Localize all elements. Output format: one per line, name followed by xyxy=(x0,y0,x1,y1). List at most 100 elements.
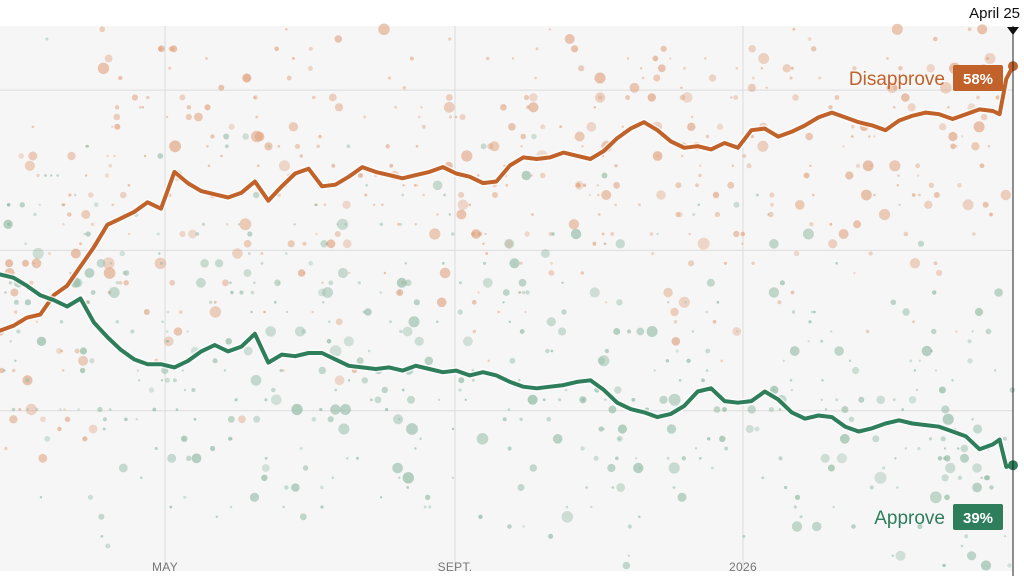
x-tick-label: 2026 xyxy=(729,560,757,574)
current-date-label: April 25 xyxy=(969,5,1020,22)
disapprove-poll-dot xyxy=(647,93,656,102)
approve-poll-dot xyxy=(561,281,564,284)
approve-poll-dot xyxy=(285,310,289,314)
approve-poll-dot xyxy=(320,240,328,248)
approve-poll-dot xyxy=(598,426,604,432)
approve-poll-dot xyxy=(827,464,835,472)
approve-poll-dot xyxy=(327,416,334,423)
disapprove-poll-dot xyxy=(972,232,976,236)
approve-poll-dot xyxy=(108,408,112,411)
approve-poll-dot xyxy=(710,466,714,470)
disapprove-poll-dot xyxy=(571,45,579,53)
approve-poll-dot xyxy=(44,174,47,177)
disapprove-poll-dot xyxy=(518,291,522,294)
disapprove-poll-dot xyxy=(264,142,273,151)
approve-poll-dot xyxy=(622,561,631,570)
approve-poll-dot xyxy=(299,447,303,450)
disapprove-poll-dot xyxy=(834,95,840,100)
disapprove-poll-dot xyxy=(5,259,14,268)
approve-poll-dot xyxy=(546,416,552,422)
approve-poll-dot xyxy=(521,170,531,181)
approve-poll-dot xyxy=(754,426,760,432)
approve-poll-dot xyxy=(165,330,169,333)
approve-poll-dot xyxy=(909,359,913,363)
approve-poll-dot xyxy=(944,455,951,462)
approve-poll-dot xyxy=(581,398,585,402)
approve-poll-dot xyxy=(401,388,405,392)
disapprove-poll-dot xyxy=(805,132,813,141)
approve-poll-dot xyxy=(876,395,885,405)
disapprove-poll-dot xyxy=(31,258,42,269)
disapprove-poll-dot xyxy=(64,416,71,423)
approve-poll-dot xyxy=(451,232,455,236)
approve-poll-dot xyxy=(61,203,64,206)
x-axis-ticks: MAY SEPT. 2026 xyxy=(152,560,757,574)
disapprove-poll-dot xyxy=(436,297,447,308)
approve-poll-dot xyxy=(607,463,616,473)
disapprove-poll-dot xyxy=(652,55,659,62)
disapprove-poll-dot xyxy=(873,193,876,197)
disapprove-poll-dot xyxy=(765,86,768,90)
approve-poll-dot xyxy=(585,486,588,489)
approve-poll-dot xyxy=(653,369,656,372)
approve-poll-dot xyxy=(633,462,644,474)
approve-poll-dot xyxy=(994,288,1003,297)
disapprove-poll-dot xyxy=(733,230,740,238)
disapprove-poll-dot xyxy=(683,66,687,70)
disapprove-poll-dot xyxy=(596,184,600,187)
approve-poll-dot xyxy=(646,326,658,337)
approve-poll-dot xyxy=(980,560,992,571)
disapprove-poll-dot xyxy=(482,242,485,245)
approve-poll-dot xyxy=(691,330,695,333)
disapprove-poll-dot xyxy=(651,252,655,255)
approve-poll-dot xyxy=(223,369,227,372)
approve-poll-dot xyxy=(692,213,696,216)
approve-poll-dot xyxy=(443,193,446,197)
approve-poll-dot xyxy=(90,290,96,295)
approve-poll-dot xyxy=(154,447,158,450)
approve-poll-dot xyxy=(451,427,455,431)
disapprove-poll-dot xyxy=(961,135,964,138)
approve-poll-dot xyxy=(942,413,954,425)
disapprove-poll-dot xyxy=(402,184,405,187)
disapprove-poll-dot xyxy=(681,92,693,103)
approve-poll-dot xyxy=(1002,436,1007,441)
x-tick-label: SEPT. xyxy=(438,560,473,574)
disapprove-poll-dot xyxy=(581,145,584,148)
disapprove-poll-dot xyxy=(777,300,782,305)
approve-poll-dot xyxy=(397,291,401,294)
disapprove-poll-dot xyxy=(531,213,534,216)
disapprove-poll-dot xyxy=(505,183,509,187)
approve-poll-dot xyxy=(627,554,631,557)
approve-poll-dot xyxy=(733,201,740,208)
disapprove-poll-dot xyxy=(38,453,48,463)
disapprove-poll-dot xyxy=(548,232,553,236)
disapprove-poll-dot xyxy=(852,66,857,71)
approve-poll-dot xyxy=(253,191,260,199)
disapprove-poll-dot xyxy=(57,426,62,432)
disapprove-poll-dot xyxy=(10,288,19,297)
disapprove-poll-dot xyxy=(656,190,666,200)
approve-poll-dot xyxy=(414,336,424,346)
disapprove-poll-dot xyxy=(850,135,854,138)
disapprove-poll-dot xyxy=(468,203,472,207)
approve-poll-dot xyxy=(337,218,349,230)
disapprove-poll-dot xyxy=(274,46,280,52)
disapprove-poll-dot xyxy=(260,252,264,255)
disapprove-poll-dot xyxy=(477,291,480,294)
approve-poll-dot xyxy=(508,320,511,323)
approve-poll-dot xyxy=(212,358,218,364)
approve-poll-dot xyxy=(930,349,933,353)
approve-poll-dot xyxy=(527,394,538,405)
approve-poll-dot xyxy=(329,345,342,357)
approve-poll-dot xyxy=(611,486,615,489)
approve-poll-dot xyxy=(791,310,796,314)
disapprove-poll-dot xyxy=(0,367,5,374)
series-lines xyxy=(0,61,1018,471)
approve-poll-dot xyxy=(374,396,382,404)
x-tick-label: MAY xyxy=(152,560,178,574)
disapprove-poll-dot xyxy=(380,203,384,207)
disapprove-poll-dot xyxy=(940,82,952,94)
approve-poll-dot xyxy=(934,369,938,372)
approve-poll-dot xyxy=(79,347,87,355)
